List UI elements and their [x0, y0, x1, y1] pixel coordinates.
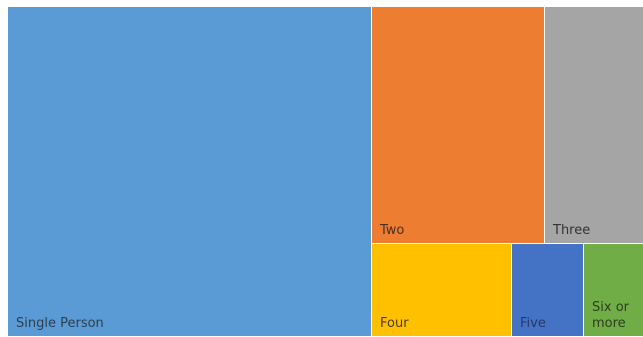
tile-five	[512, 244, 583, 336]
tile-label-two: Two	[379, 223, 404, 238]
tile-label-five: Five	[520, 316, 546, 331]
tile-label-six-or-more: Six or more	[592, 300, 630, 331]
tile-six-or-more	[584, 244, 643, 336]
tile-four	[372, 244, 511, 336]
tile-two	[372, 7, 544, 243]
tile-three	[545, 7, 643, 243]
tile-label-single-person: Single Person	[16, 316, 104, 331]
tile-single-person	[8, 7, 371, 336]
tile-label-three: Three	[552, 223, 590, 238]
tile-label-four: Four	[380, 316, 409, 331]
